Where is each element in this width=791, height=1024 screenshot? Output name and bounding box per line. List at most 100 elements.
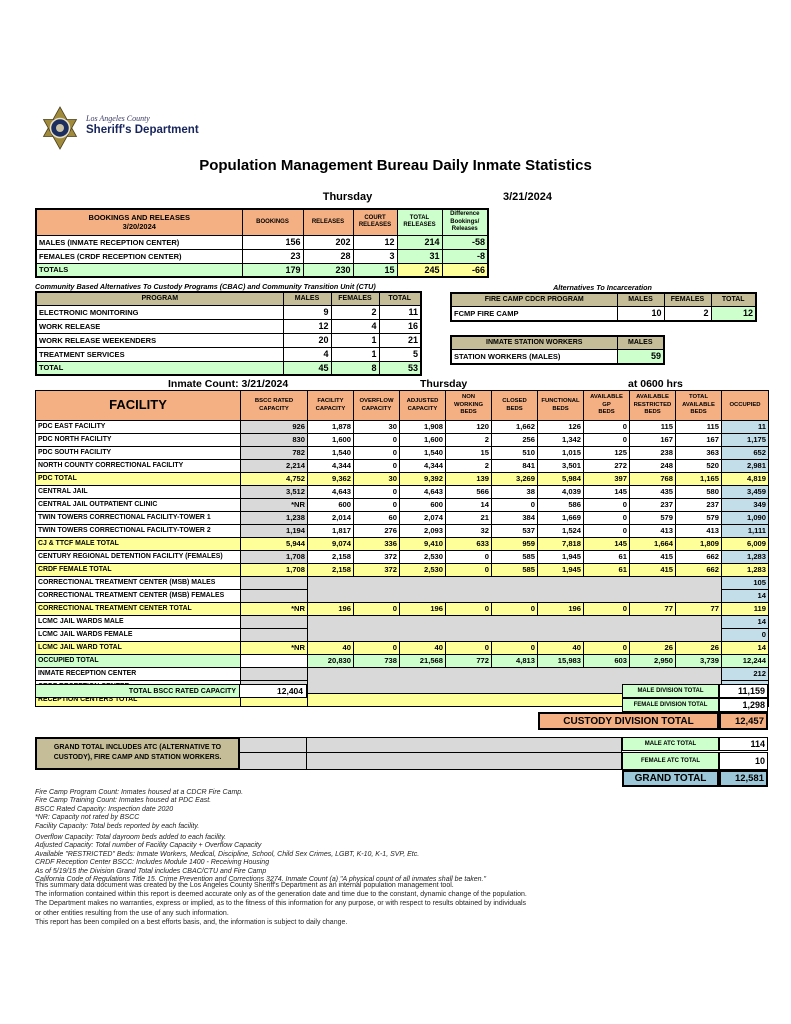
bookings-header-title: BOOKINGS AND RELEASES 3/20/2024 [35, 208, 243, 236]
bookings-totals-cell: 179 [241, 262, 304, 278]
facility-cell: 0 [353, 485, 400, 499]
facility-total-cell: *NR [240, 602, 308, 616]
facility-row-label: PDC NORTH FACILITY [35, 433, 241, 447]
bookings-totals-cell: 15 [352, 262, 398, 278]
inmate-count-label: Inmate Count: 3/21/2024 [168, 378, 289, 390]
station-workers-header: INMATE STATION WORKERS [450, 335, 618, 350]
fire-camp-label: FCMP FIRE CAMP [450, 305, 618, 322]
facility-cell: 4,344 [399, 459, 446, 473]
facility-total-cell: 26 [675, 641, 722, 655]
facility-cell: 2,530 [399, 550, 446, 564]
facility-row-label: PDC SOUTH FACILITY [35, 446, 241, 460]
facility-cell: 3,501 [537, 459, 584, 473]
cbac-cell: 16 [378, 318, 422, 334]
reception-total-band [307, 693, 722, 707]
footnote-line: BSCC Rated Capacity: Inspection date 202… [35, 805, 174, 813]
facility-cell: 1,600 [399, 433, 446, 447]
facility-row: CORRECTIONAL TREATMENT CENTER TOTAL *NR 19… [35, 602, 769, 616]
col-available-gp-beds: AVAILABLE GP BEDS [583, 390, 630, 421]
facility-total-cell: 9,362 [307, 472, 354, 486]
occupied-total-cell: 772 [445, 654, 492, 668]
facility-total-cell: 0 [583, 602, 630, 616]
col-functional-beds: FUNCTIONAL BEDS [537, 390, 584, 421]
bookings-cell: 28 [302, 248, 354, 264]
cbac-cell: 21 [378, 332, 422, 348]
facility-total-cell: 336 [353, 537, 400, 551]
facility-cell: 276 [353, 524, 400, 538]
facility-cell: 0 [353, 498, 400, 512]
facility-cell: 21 [445, 511, 492, 525]
facility-cell: 30 [353, 420, 400, 434]
facility-cell: 841 [491, 459, 538, 473]
facility-cell: 120 [445, 420, 492, 434]
facility-total-cell: 1,708 [240, 563, 308, 577]
facility-occupied-cell: 652 [721, 446, 769, 460]
facility-cell: 2 [445, 433, 492, 447]
facility-occupied-cell: 119 [721, 602, 769, 616]
facility-cell: 580 [675, 485, 722, 499]
facility-total-cell: 26 [629, 641, 676, 655]
occupied-total-cell: 2,950 [629, 654, 676, 668]
facility-total-cell: 5,984 [537, 472, 584, 486]
facility-cell: 2,158 [307, 550, 354, 564]
facility-total-cell: 40 [307, 641, 354, 655]
facility-cell: 1,817 [307, 524, 354, 538]
cbac-row-label: TREATMENT SERVICES [35, 346, 284, 362]
facility-row-label: CORRECTIONAL TREATMENT CENTER (MSB) FEMA… [35, 589, 241, 603]
female-division-total-value: 1,298 [719, 698, 768, 712]
female-division-total-label: FEMALE DIVISION TOTAL [622, 698, 719, 712]
female-atc-total-label: FEMALE ATC TOTAL [622, 752, 719, 770]
facility-occupied-cell: 14 [721, 615, 769, 629]
fire-camp-males: 10 [616, 305, 665, 322]
facility-row: CORRECTIONAL TREATMENT CENTER (MSB) MALE… [35, 576, 769, 603]
bookings-row: MALES (INMATE RECEPTION CENTER) 156 202 12 2… [35, 234, 489, 250]
facility-total-cell: 9,074 [307, 537, 354, 551]
facility-cell: 256 [491, 433, 538, 447]
facility-total-cell: 0 [353, 641, 400, 655]
weekday-label: Thursday [322, 191, 373, 203]
facility-cell: 0 [583, 420, 630, 434]
facility-row-label: LCMC JAIL WARDS MALE [35, 615, 241, 629]
facility-occupied-cell: 105 [721, 576, 769, 590]
facility-cell: 537 [491, 524, 538, 538]
col-non-working-beds: NON WORKING BEDS [445, 390, 492, 421]
facility-cell: 145 [583, 485, 630, 499]
facility-row: OCCUPIED TOTAL 20,830 738 21,568 772 4,813 15,… [35, 654, 769, 668]
footnote-line: Fire Camp Program Count: Inmates housed … [35, 789, 244, 796]
fire-camp-row: FCMP FIRE CAMP 10 2 12 [450, 305, 757, 322]
custody-division-total-value: 12,457 [719, 712, 768, 730]
grand-total-value: 12,581 [719, 770, 768, 787]
facility-cell: 4,344 [307, 459, 354, 473]
facility-cell: 3,512 [240, 485, 308, 499]
col-total: TOTAL [710, 292, 757, 307]
bookings-releases-table: BOOKINGS AND RELEASES 3/20/2024 BOOKINGS… [35, 208, 489, 278]
facility-total-cell: 0 [491, 641, 538, 655]
facility-statistics-table: FACILITY BSCC RATED CAPACITY FACILITY CA… [35, 390, 769, 707]
occupied-total-cell: 3,739 [675, 654, 722, 668]
facility-cell: 4,643 [399, 485, 446, 499]
facility-total-cell: 196 [307, 602, 354, 616]
facility-total-label: CRDF FEMALE TOTAL [35, 563, 241, 577]
custody-division-total-label: CUSTODY DIVISION TOTAL [538, 712, 719, 730]
grand-gray-cell-2 [239, 752, 307, 770]
col-males: MALES [616, 292, 665, 307]
cbac-row: ELECTRONIC MONITORING 9 2 11 [35, 304, 422, 320]
cbac-title: Community Based Alternatives To Custody … [35, 282, 376, 291]
cbac-cell: 5 [378, 346, 422, 362]
col-occupied: OCCUPIED [721, 390, 769, 421]
grand-total-note-line2: CUSTODY), FIRE CAMP AND STATION WORKERS. [53, 754, 222, 762]
facility-occupied-cell: 11 [721, 420, 769, 434]
cbac-row-label: WORK RELEASE [35, 318, 284, 334]
facility-cell: 600 [399, 498, 446, 512]
total-bscc-rated-capacity-value: 12,404 [239, 684, 307, 698]
facility-cell: 1,878 [307, 420, 354, 434]
facility-total-cell: 1,809 [675, 537, 722, 551]
facility-cell: 1,524 [537, 524, 584, 538]
bookings-totals-cell: -66 [441, 262, 489, 278]
facility-occupied-cell: 1,111 [721, 524, 769, 538]
bookings-row-label: FEMALES (CRDF RECEPTION CENTER) [35, 248, 243, 264]
facility-total-label: CORRECTIONAL TREATMENT CENTER TOTAL [35, 602, 241, 616]
col-males: MALES [282, 291, 332, 306]
facility-cell: 579 [675, 511, 722, 525]
facility-total-cell: 372 [353, 563, 400, 577]
